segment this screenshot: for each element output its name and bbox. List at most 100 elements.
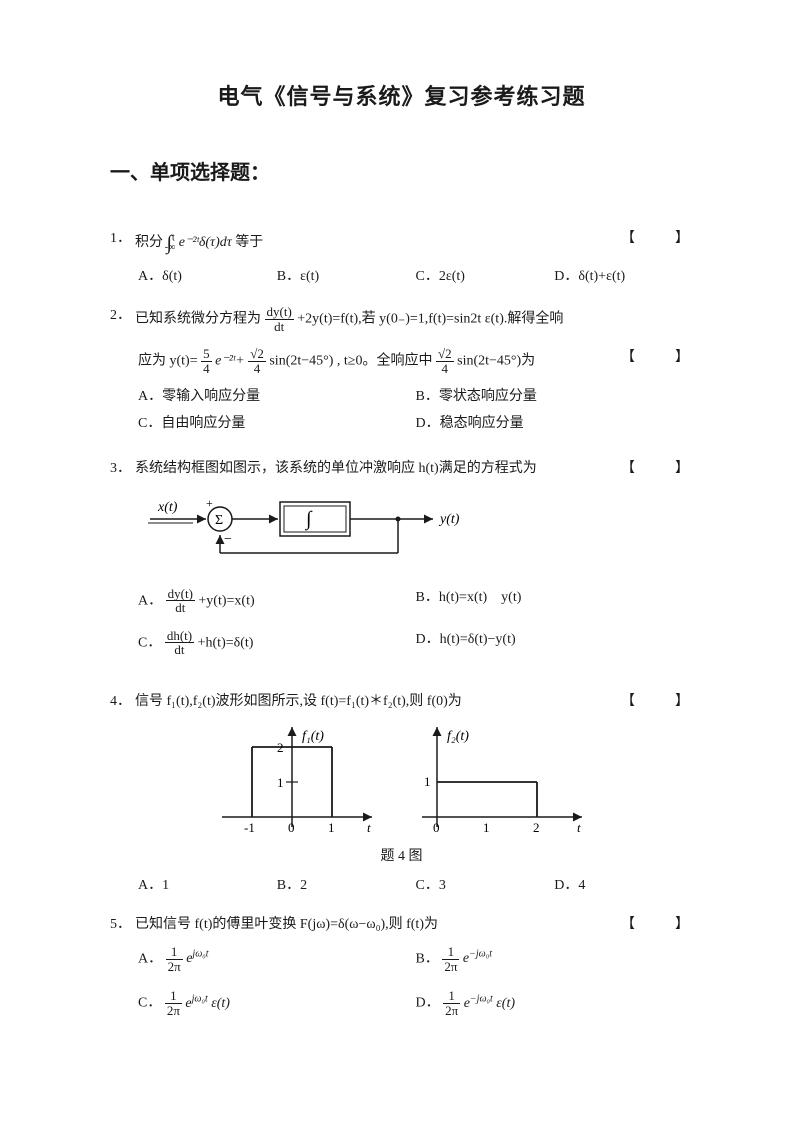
q5-stem: 已知信号 f(t)的傅里叶变换 F(jω)=δ(ω−ω₀),则 f(t)为 xyxy=(135,914,621,935)
q3a-den: dt xyxy=(166,601,195,615)
svg-text:0: 0 xyxy=(288,820,295,835)
svg-text:2: 2 xyxy=(277,740,284,755)
page: 电气《信号与系统》复习参考练习题 一、单项选择题： 1． 积分 ∫t-∞ e⁻²… xyxy=(0,0,793,1102)
q5b-exp: e−jω₀t xyxy=(463,951,492,966)
diagram-output-label: y(t) xyxy=(438,512,460,527)
q3-option-b: B．h(t)=x(t) y(t) xyxy=(416,587,694,615)
svg-text:2: 2 xyxy=(533,820,540,835)
q2-coef1-den: 4 xyxy=(201,362,212,376)
q2-coef3-den: 4 xyxy=(436,362,454,376)
q3c-num: dh(t) xyxy=(165,629,194,644)
answer-bracket: 【 】 xyxy=(621,458,693,479)
q4-option-c: C．3 xyxy=(416,875,555,896)
q2-option-b: B．零状态响应分量 xyxy=(416,386,694,407)
svg-text:-1: -1 xyxy=(244,820,255,835)
q3-number: 3． xyxy=(110,458,131,479)
q4-waveforms-svg: 1 2 -1 0 1 t f₁(t) 1 0 1 xyxy=(192,722,612,842)
q5b-num: 1 xyxy=(442,945,459,960)
q5c-den: 2π xyxy=(165,1004,182,1018)
q2-stem-line2: 应为 y(t)= 5 4 e⁻²ᵗ+ √2 4 sin(2t−45°) , t≥… xyxy=(138,347,621,375)
question-1: 1． 积分 ∫t-∞ e⁻²ᵗδ(τ)dτ 等于 【 】 A．δ(t) B．ε(… xyxy=(110,228,693,287)
q2-coef2-num: √2 xyxy=(248,347,266,362)
q3-block-diagram: x(t) Σ + − ∫ y(t) xyxy=(110,491,693,571)
q2-coef1-num: 5 xyxy=(201,347,212,362)
q4-stem: 信号 f₁(t),f₂(t)波形如图所示,设 f(t)=f₁(t)＊f₂(t),… xyxy=(135,691,621,712)
q2-stem-part1: 已知系统微分方程为 xyxy=(135,311,261,326)
q5b-den: 2π xyxy=(442,960,459,974)
q1-stem-suffix: 等于 xyxy=(235,235,263,250)
q1-stem: 积分 ∫t-∞ e⁻²ᵗδ(τ)dτ 等于 xyxy=(135,228,621,258)
q3-option-a: A． dy(t) dt +y(t)=x(t) xyxy=(138,587,416,615)
q5-options: A． 1 2π ejω₀t B． 1 2π e−jω₀t xyxy=(110,945,693,1024)
page-title: 电气《信号与系统》复习参考练习题 xyxy=(110,80,693,113)
q4-f2-chart: 1 0 1 2 t f₂(t) xyxy=(422,727,582,835)
q5a-den: 2π xyxy=(166,960,183,974)
q5d-den: 2π xyxy=(443,1004,460,1018)
q2-coef2-den: 4 xyxy=(248,362,266,376)
svg-text:0: 0 xyxy=(433,820,440,835)
q3c-rest: +h(t)=δ(t) xyxy=(198,635,254,650)
q2-line2a: 应为 y(t)= xyxy=(138,354,198,369)
q2-coef3-num: √2 xyxy=(436,347,454,362)
question-5: 5． 已知信号 f(t)的傅里叶变换 F(jω)=δ(ω−ω₀),则 f(t)为… xyxy=(110,914,693,1024)
q4-figures: 1 2 -1 0 1 t f₁(t) 1 0 1 xyxy=(110,722,693,842)
q5d-num: 1 xyxy=(443,989,460,1004)
svg-text:t: t xyxy=(577,820,581,835)
q2-option-a: A．零输入响应分量 xyxy=(138,386,416,407)
q5b-frac: 1 2π xyxy=(442,945,459,973)
q3a-prefix: A． xyxy=(138,593,162,608)
section-heading: 一、单项选择题： xyxy=(110,158,693,188)
svg-text:1: 1 xyxy=(277,775,284,790)
q2-sin1: sin(2t−45°) xyxy=(269,354,333,369)
svg-text:1: 1 xyxy=(328,820,335,835)
answer-bracket: 【 】 xyxy=(621,228,693,249)
q3c-den: dt xyxy=(165,643,194,657)
integral-symbol: ∫ xyxy=(167,228,172,258)
q1-option-a: A．δ(t) xyxy=(138,266,277,287)
q2-de-den: dt xyxy=(265,320,294,334)
q5a-frac: 1 2π xyxy=(166,945,183,973)
q2-sin2: sin(2t−45°)为 xyxy=(457,354,535,369)
q5c-frac: 1 2π xyxy=(165,989,182,1017)
svg-text:f₁(t): f₁(t) xyxy=(302,729,324,744)
question-4: 4． 信号 f₁(t),f₂(t)波形如图所示,设 f(t)=f₁(t)＊f₂(… xyxy=(110,691,693,896)
q5d-exp: e−jω₀t ε(t) xyxy=(464,996,515,1011)
q2-line2b: , t≥0。全响应中 xyxy=(337,354,433,369)
q2-stem-part2: +2y(t)=f(t),若 y(0₋)=1,f(t)=sin2t ε(t).解得… xyxy=(297,311,563,326)
answer-bracket: 【 】 xyxy=(621,347,693,368)
q3-option-d: D．h(t)=δ(t)−y(t) xyxy=(416,629,694,657)
q2-options: A．零输入响应分量 B．零状态响应分量 C．自由响应分量 D．稳态响应分量 xyxy=(110,386,693,440)
block-diagram-svg: x(t) Σ + − ∫ y(t) xyxy=(138,491,478,571)
q2-coef1: 5 4 xyxy=(201,347,212,375)
q5c-exp: ejω₀t ε(t) xyxy=(185,996,230,1011)
q2-number: 2． xyxy=(110,305,131,326)
q5-option-b: B． 1 2π e−jω₀t xyxy=(416,945,694,973)
q4-option-a: A．1 xyxy=(138,875,277,896)
q3a-frac: dy(t) dt xyxy=(166,587,195,615)
q4-number: 4． xyxy=(110,691,131,712)
q2-option-d: D．稳态响应分量 xyxy=(416,413,694,434)
q3a-num: dy(t) xyxy=(166,587,195,602)
answer-bracket: 【 】 xyxy=(621,914,693,935)
q1-number: 1． xyxy=(110,228,131,249)
svg-text:1: 1 xyxy=(424,774,431,789)
q3-options: A． dy(t) dt +y(t)=x(t) B．h(t)=x(t) y(t) … xyxy=(110,587,693,664)
q1-option-b: B．ε(t) xyxy=(277,266,416,287)
q5d-frac: 1 2π xyxy=(443,989,460,1017)
q2-coef2: √2 4 xyxy=(248,347,266,375)
question-3: 3． 系统结构框图如图示，该系统的单位冲激响应 h(t)满足的方程式为 【 】 … xyxy=(110,458,693,664)
q1-stem-prefix: 积分 xyxy=(135,235,163,250)
q5-option-d: D． 1 2π e−jω₀t ε(t) xyxy=(416,989,694,1017)
svg-text:f₂(t): f₂(t) xyxy=(447,729,469,744)
q2-eterm: e⁻²ᵗ+ xyxy=(215,354,245,369)
q4-option-b: B．2 xyxy=(277,875,416,896)
q3-stem: 系统结构框图如图示，该系统的单位冲激响应 h(t)满足的方程式为 xyxy=(135,458,621,479)
q5c-prefix: C． xyxy=(138,996,161,1011)
diagram-sum-symbol: Σ xyxy=(215,513,223,528)
q4-option-d: D．4 xyxy=(554,875,693,896)
q2-de-frac: dy(t) dt xyxy=(265,305,294,333)
q1-option-d: D．δ(t)+ε(t) xyxy=(554,266,693,287)
diagram-minus: − xyxy=(224,532,232,547)
q5a-prefix: A． xyxy=(138,951,162,966)
q1-options: A．δ(t) B．ε(t) C．2ε(t) D．δ(t)+ε(t) xyxy=(110,266,693,287)
